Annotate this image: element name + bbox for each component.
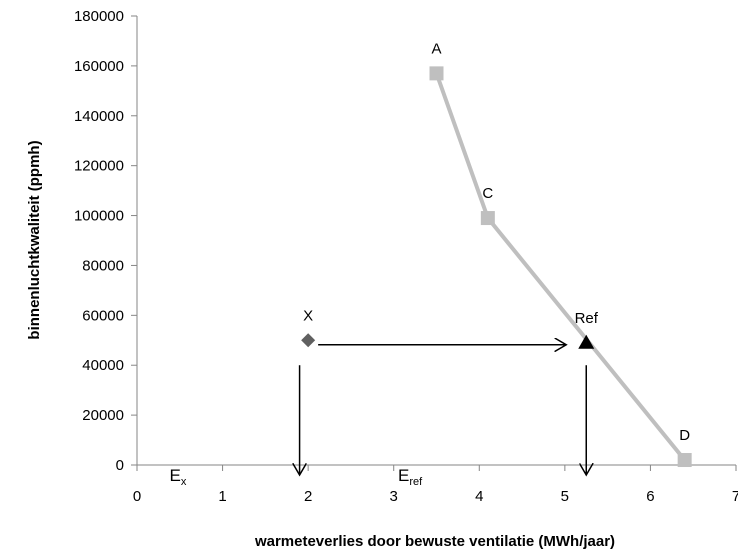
e-ref-label: Eref: [398, 466, 423, 488]
point-label-c: C: [482, 185, 493, 202]
y-tick-label: 100000: [74, 208, 124, 225]
e-x-label: Ex: [170, 466, 187, 488]
annotations: Ex Eref: [170, 345, 587, 488]
y-tick-label: 80000: [82, 257, 124, 274]
x-tick-label: 1: [218, 488, 226, 505]
data-point-a: [429, 66, 444, 81]
point-label-x: X: [303, 307, 313, 324]
data-point-d: [677, 453, 692, 468]
data-point-c: [480, 211, 495, 226]
y-axis-title: binnenluchtkwaliteit (ppmh): [26, 140, 43, 339]
tick-labels: 0 20000 40000 60000 80000 100000 120000 140000 1…: [74, 8, 738, 505]
point-label-a: A: [431, 40, 441, 57]
y-tick-label: 40000: [82, 357, 124, 374]
point-label-ref: Ref: [575, 310, 599, 327]
x-tick-label: 3: [390, 488, 398, 505]
y-tick-label: 60000: [82, 307, 124, 324]
point-labels: A C D Ref X: [303, 40, 690, 444]
data-point-ref: [578, 334, 595, 349]
y-tick-label: 120000: [74, 158, 124, 175]
x-axis-title: warmeteverlies door bewuste ventilatie (…: [254, 533, 615, 550]
x-tick-label: 6: [646, 488, 654, 505]
y-tick-label: 160000: [74, 58, 124, 75]
x-tick-label: 4: [475, 488, 483, 505]
y-tick-label: 180000: [74, 8, 124, 25]
data-point-x: [301, 333, 316, 348]
y-tick-label: 20000: [82, 407, 124, 424]
series-line: [434, 72, 687, 462]
x-tick-label: 2: [304, 488, 312, 505]
y-tick-label: 140000: [74, 108, 124, 125]
x-tick-label: 7: [732, 488, 738, 505]
x-tick-label: 0: [133, 488, 141, 505]
point-label-d: D: [679, 427, 690, 444]
series-layer: [301, 66, 692, 468]
axes: [131, 15, 737, 471]
y-tick-label: 0: [116, 457, 124, 474]
x-tick-label: 5: [561, 488, 569, 505]
